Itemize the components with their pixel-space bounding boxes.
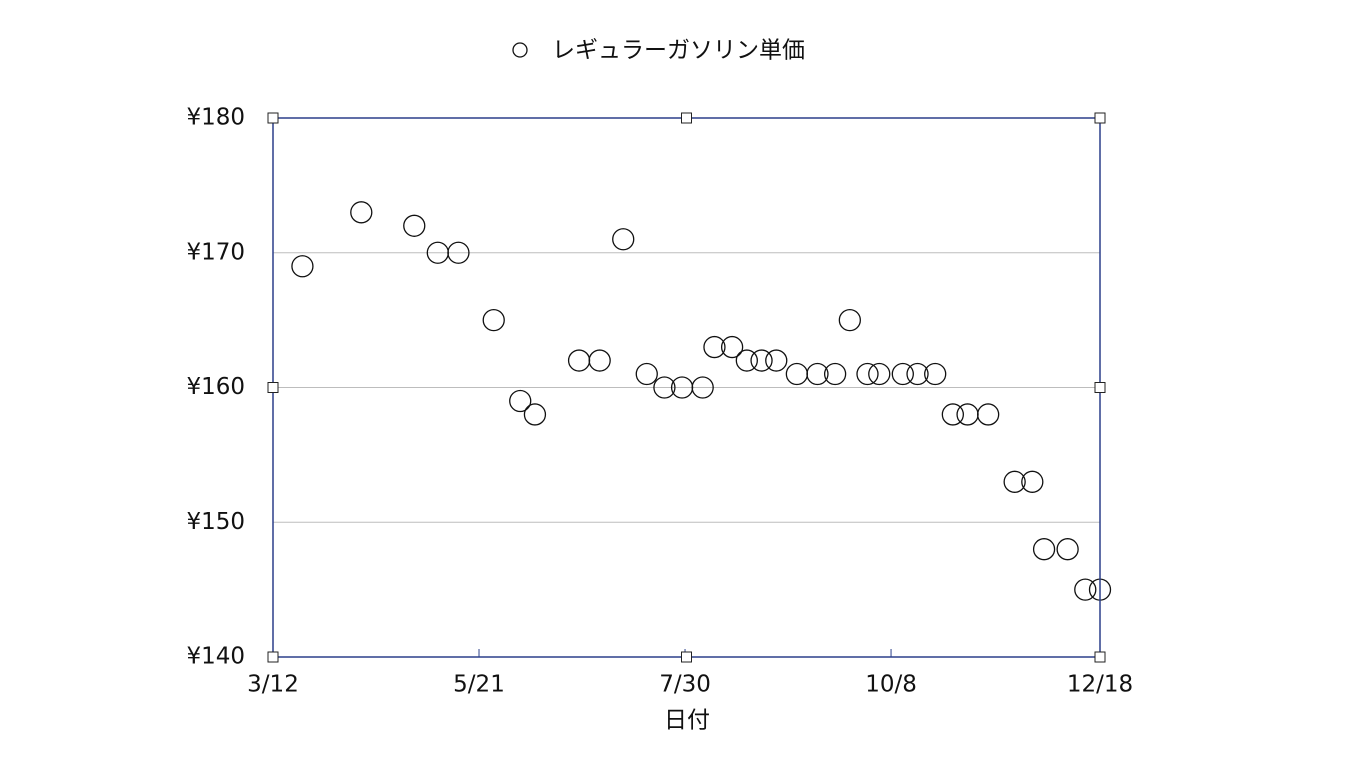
x-axis-title: 日付 [664,708,710,734]
point [588,349,611,372]
point [891,362,914,386]
point [823,362,847,386]
point [1056,538,1079,561]
point [1021,470,1044,493]
point [785,362,809,386]
point [403,214,426,237]
point [868,362,891,386]
x-tick-label: 7/30 [659,672,711,698]
x-tick-label: 5/21 [453,672,505,698]
selection-handle [267,651,279,663]
point [509,389,532,413]
point [447,241,470,264]
marks-layer [291,201,1112,601]
selection-handle [1094,382,1106,393]
selection-handle [681,651,692,663]
point [1032,538,1056,561]
point [691,376,714,399]
selection-handle [1094,651,1106,663]
legend-symbol [512,42,528,58]
point [924,362,947,386]
point [856,362,879,386]
point [806,362,829,386]
point [523,403,547,426]
point [765,349,788,372]
y-tick-label: ¥170 [186,239,245,265]
point [977,403,1000,426]
selection-handle [267,382,279,393]
point [906,362,929,386]
y-tick-label: ¥160 [186,374,245,400]
point [653,376,676,399]
point [482,308,505,332]
point [635,362,658,386]
y-tick-label: ¥150 [186,509,245,535]
point [703,335,726,359]
y-tick-label: ¥140 [186,644,245,670]
point [350,201,373,224]
point [612,228,635,251]
legend-label: レギュラーガソリン単価 [552,38,805,64]
selection-handle [1094,112,1106,124]
point [1074,578,1097,601]
point [567,349,591,372]
point [720,335,744,359]
point [941,403,964,426]
x-tick-label: 12/18 [1067,672,1133,698]
point [750,349,773,372]
point [735,349,758,372]
grid-layer [272,117,1101,658]
point [1003,470,1026,493]
x-tick-label: 3/12 [247,672,299,698]
point [291,255,314,278]
y-tick-label: ¥180 [186,105,245,131]
point [956,403,979,426]
point [838,308,861,332]
selection-handle [681,112,692,124]
x-tick-label: 10/8 [865,672,917,698]
selection-handle [267,112,279,124]
